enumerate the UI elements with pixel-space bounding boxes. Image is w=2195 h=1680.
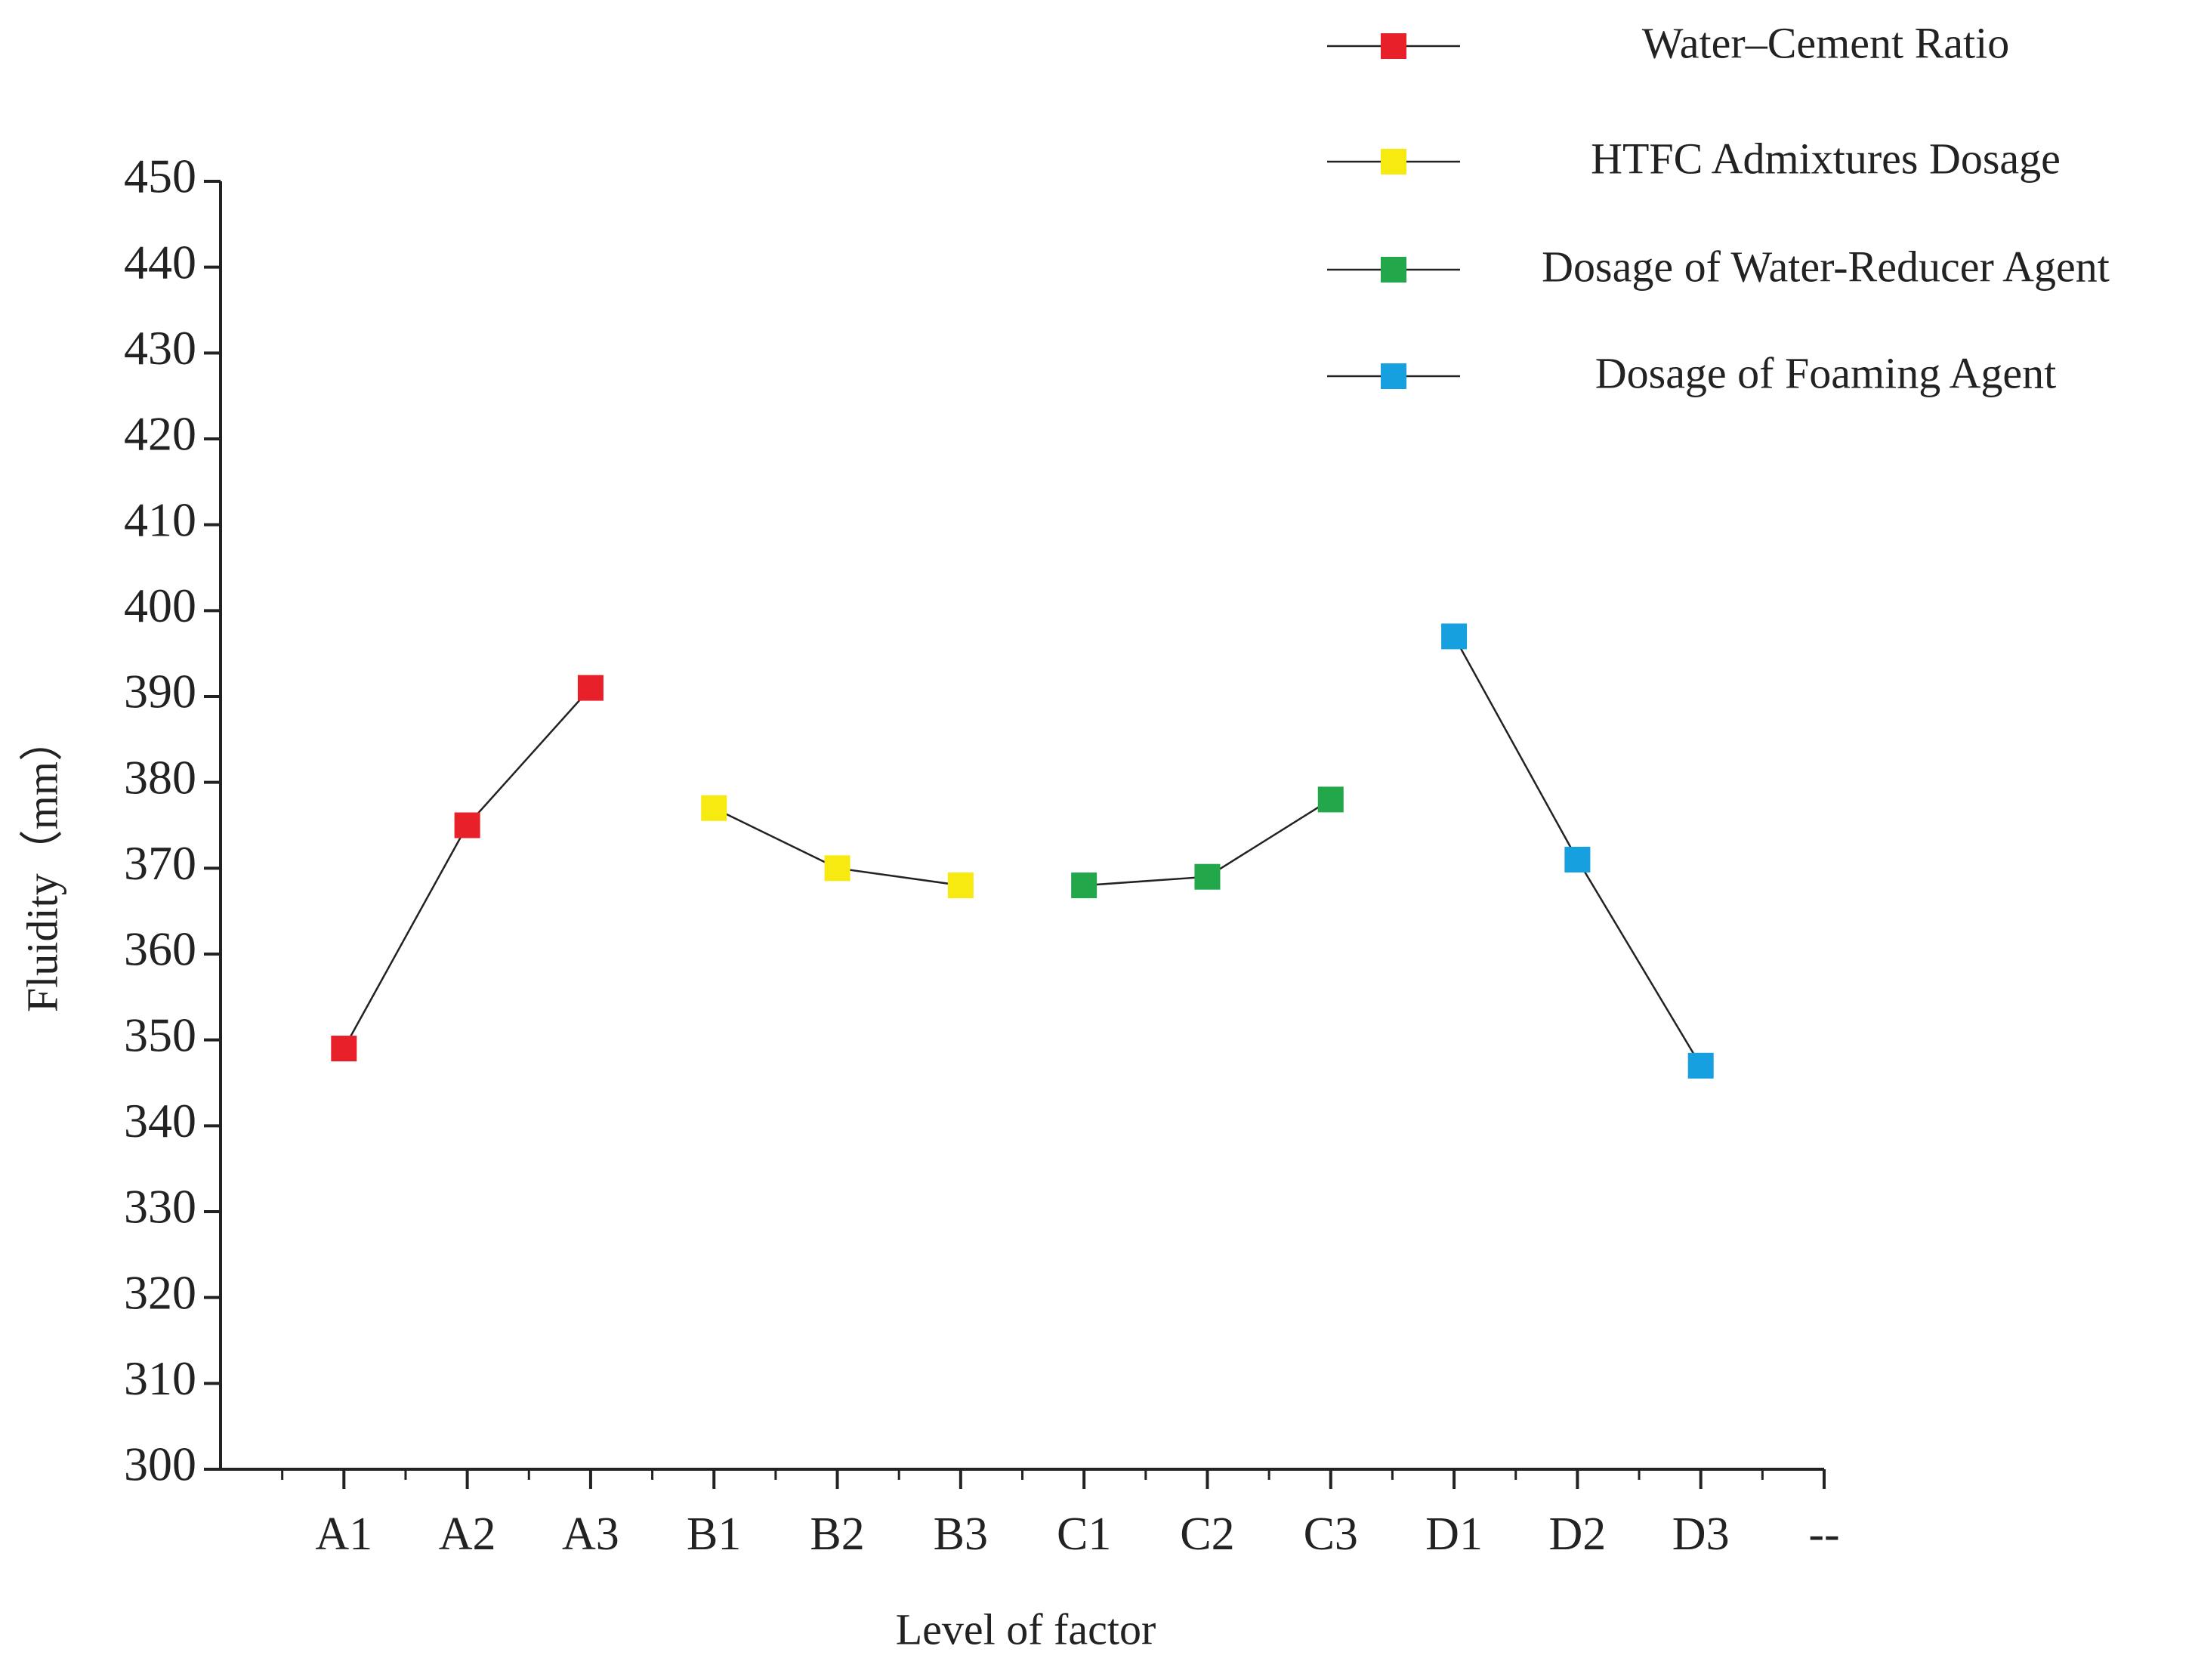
marker — [577, 675, 604, 701]
marker — [1564, 846, 1591, 872]
marker — [1194, 863, 1221, 890]
marker — [701, 795, 727, 821]
y-tick-label: 390 — [124, 665, 196, 718]
y-tick-label: 410 — [124, 493, 196, 546]
x-axis-title: Level of factor — [896, 1604, 1156, 1654]
legend-marker — [1381, 33, 1406, 59]
y-tick-label: 450 — [124, 150, 196, 203]
legend-label: Water–Cement Ratio — [1642, 18, 2010, 67]
marker — [331, 1036, 357, 1062]
x-tick-label: D2 — [1548, 1509, 1606, 1560]
legend-marker — [1381, 257, 1406, 283]
y-axis-title: Fluidity（mm） — [17, 718, 66, 1012]
x-tick-label: D3 — [1672, 1509, 1730, 1560]
y-tick-label: 440 — [124, 235, 196, 289]
x-tick-label: C2 — [1180, 1509, 1234, 1560]
marker — [1687, 1052, 1714, 1079]
x-tick-label: A2 — [439, 1509, 496, 1560]
x-tick-label: B3 — [934, 1509, 988, 1560]
y-tick-label: 420 — [124, 407, 196, 461]
y-tick-label: 380 — [124, 750, 196, 804]
y-tick-label: 330 — [124, 1180, 196, 1234]
legend-label: Dosage of Water-Reducer Agent — [1542, 242, 2110, 291]
marker — [947, 872, 974, 899]
x-tick-label: A1 — [315, 1509, 372, 1560]
marker — [454, 812, 480, 838]
y-tick-label: 310 — [124, 1351, 196, 1405]
legend-marker — [1381, 363, 1406, 389]
x-tick-label: C3 — [1304, 1509, 1358, 1560]
legend-marker — [1381, 149, 1406, 174]
y-tick-label: 350 — [124, 1008, 196, 1061]
series-line — [343, 687, 591, 1049]
legend-label: Dosage of Foaming Agent — [1595, 348, 2057, 397]
x-tick-label: -- — [1808, 1509, 1839, 1560]
y-tick-label: 340 — [124, 1094, 196, 1147]
x-tick-label: D1 — [1425, 1509, 1483, 1560]
legend-label: HTFC Admixtures Dosage — [1591, 134, 2061, 183]
x-tick-label: B2 — [810, 1509, 864, 1560]
marker — [1441, 623, 1468, 650]
y-tick-label: 360 — [124, 922, 196, 976]
marker — [1071, 872, 1098, 899]
y-tick-label: 320 — [124, 1265, 196, 1319]
y-tick-label: 370 — [124, 836, 196, 890]
y-tick-label: 430 — [124, 321, 196, 375]
marker — [1317, 786, 1344, 813]
x-tick-label: A3 — [562, 1509, 619, 1560]
marker — [824, 855, 851, 882]
x-tick-label: C1 — [1057, 1509, 1111, 1560]
y-tick-label: 300 — [124, 1438, 196, 1491]
y-tick-label: 400 — [124, 579, 196, 632]
x-tick-label: B1 — [687, 1509, 741, 1560]
